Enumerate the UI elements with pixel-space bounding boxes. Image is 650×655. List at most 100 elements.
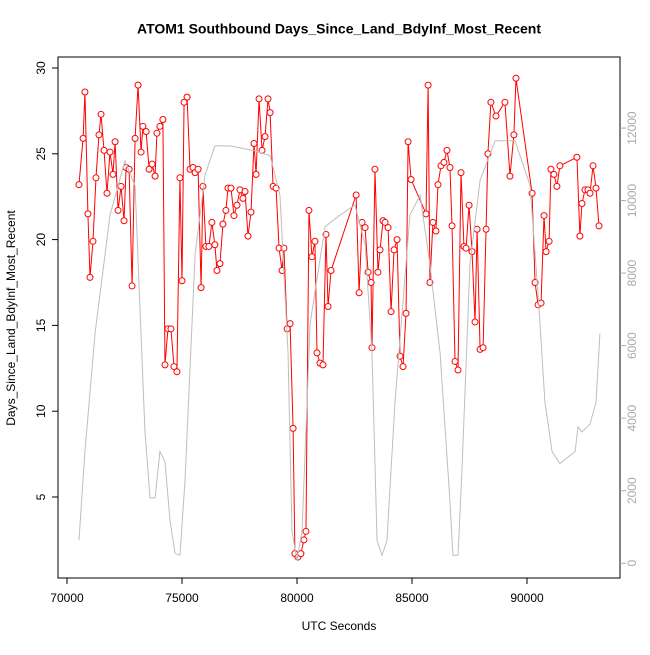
point [592, 184, 600, 192]
point [550, 170, 558, 178]
y-tick-label: 30 [34, 61, 48, 75]
point [84, 210, 92, 218]
point [545, 237, 553, 245]
point [230, 212, 238, 220]
point [81, 88, 89, 96]
plot-frame [57, 56, 621, 579]
y2-tick-label: 12000 [625, 111, 639, 145]
point [103, 189, 111, 197]
point [531, 278, 539, 286]
point [361, 224, 369, 232]
point [95, 131, 103, 139]
point [97, 110, 105, 118]
point [553, 182, 561, 190]
point [264, 95, 272, 103]
point [178, 277, 186, 285]
x-tick-label: 85000 [395, 591, 429, 605]
y2-tick-label: 6000 [625, 332, 639, 359]
point [374, 268, 382, 276]
point [233, 201, 241, 209]
point [100, 146, 108, 154]
y-tick-label: 25 [34, 147, 48, 161]
point [547, 165, 555, 173]
point [556, 162, 564, 170]
point [446, 164, 454, 172]
point [252, 170, 260, 178]
point [173, 368, 181, 376]
point [399, 363, 407, 371]
point [402, 309, 410, 317]
point [595, 222, 603, 230]
point [512, 74, 520, 82]
point [327, 266, 335, 274]
point [573, 153, 581, 161]
point [114, 206, 122, 214]
point [300, 536, 308, 544]
point [183, 93, 191, 101]
point [170, 363, 178, 371]
point [151, 172, 159, 180]
x-tick-label: 70000 [50, 591, 84, 605]
point [176, 174, 184, 182]
point [393, 236, 401, 244]
point [266, 109, 274, 117]
point [244, 232, 252, 240]
point [167, 325, 175, 333]
point [159, 115, 167, 123]
point [457, 169, 465, 177]
point [381, 218, 389, 226]
point [384, 224, 392, 232]
point [576, 232, 584, 240]
point [280, 244, 288, 252]
point [222, 206, 230, 214]
point [109, 170, 117, 178]
y-tick-label: 5 [34, 493, 48, 500]
point [311, 237, 319, 245]
point [407, 176, 415, 184]
x-tick-label: 75000 [165, 591, 199, 605]
point [376, 246, 384, 254]
y-axis-label: Days_Since_Land_BdyInf_Most_Recent [4, 210, 18, 426]
point [313, 349, 321, 357]
point [510, 131, 518, 139]
x-tick-label: 80000 [280, 591, 314, 605]
point [396, 352, 404, 360]
x-axis-label: UTC Seconds [302, 619, 377, 633]
point [440, 158, 448, 166]
y2-tick-label: 4000 [625, 404, 639, 431]
point [205, 242, 213, 250]
point [227, 184, 235, 192]
point [148, 160, 156, 168]
point [247, 208, 255, 216]
point [153, 129, 161, 137]
point [197, 284, 205, 292]
point [219, 220, 227, 228]
point [448, 222, 456, 230]
point [106, 148, 114, 156]
series-line [78, 140, 601, 561]
point [92, 174, 100, 182]
point [462, 244, 470, 252]
point [479, 344, 487, 352]
point [239, 194, 247, 202]
point [492, 112, 500, 120]
point [156, 122, 164, 130]
point [241, 188, 249, 196]
point [324, 303, 332, 311]
chart-title: ATOM1 Southbound Days_Since_Land_BdyInf_… [137, 21, 541, 37]
point [540, 212, 548, 220]
point [586, 189, 594, 197]
point [367, 278, 375, 286]
point [120, 217, 128, 225]
point [371, 165, 379, 173]
point [194, 165, 202, 173]
point [473, 225, 481, 233]
point [451, 357, 459, 365]
point [390, 246, 398, 254]
point [454, 366, 462, 374]
point [128, 282, 136, 290]
point [432, 227, 440, 235]
point [79, 134, 87, 142]
point [286, 320, 294, 328]
